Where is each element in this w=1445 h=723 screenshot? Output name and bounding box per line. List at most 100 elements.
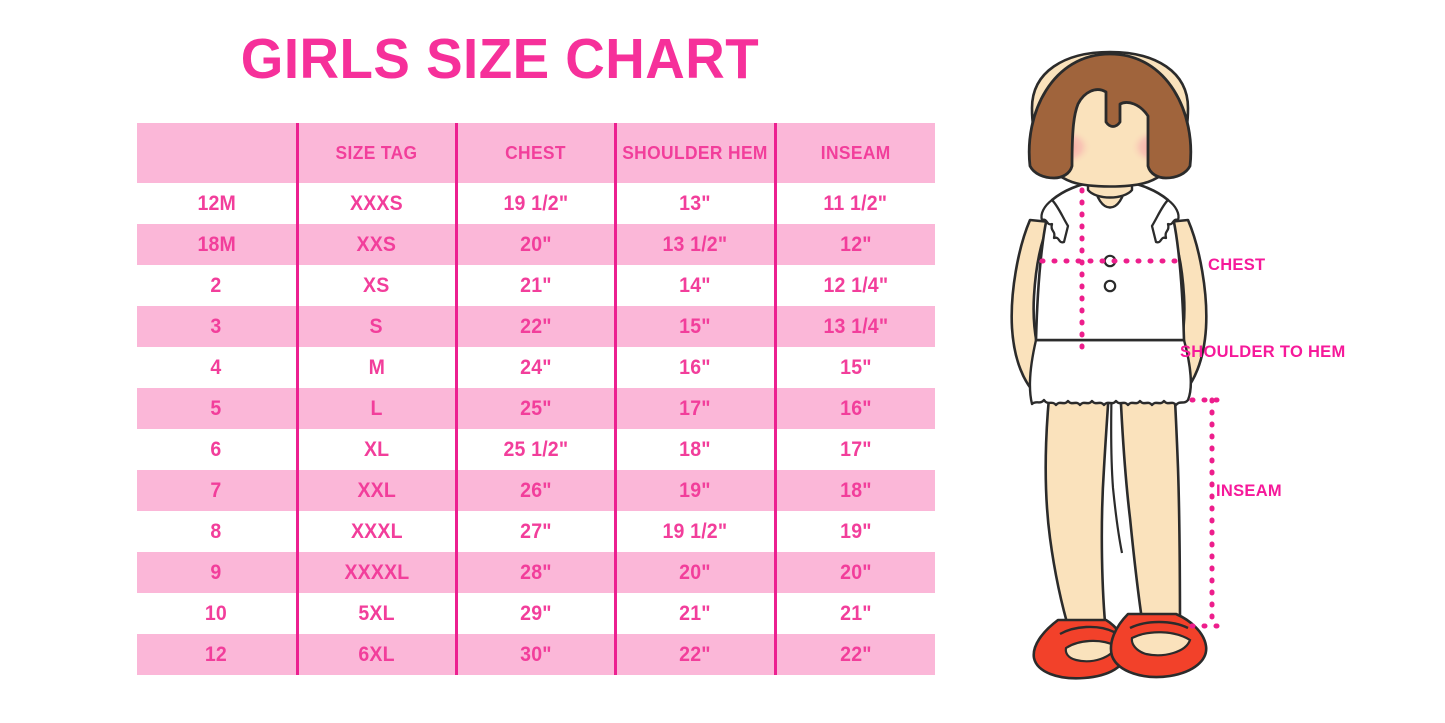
cell-inseam-value: 13 1/4" [823, 314, 889, 338]
cell-shoulder-hem-value: 13" [679, 191, 711, 215]
cell-inseam: 15" [773, 347, 935, 388]
cell-shoulder-hem-value: 20" [679, 560, 711, 584]
cell-chest: 22" [454, 306, 615, 347]
cell-shoulder-hem-value: 14" [679, 273, 711, 297]
column-header-shoulder-hem-label: SHOULDER HEM [622, 142, 768, 163]
cell-inseam: 19" [773, 511, 935, 552]
cell-chest-value: 25" [519, 396, 552, 420]
table-row: 10 5XL 29" 21" 21" [137, 593, 935, 634]
cell-size-tag-value: S [369, 314, 384, 338]
column-header-size [142, 123, 292, 183]
cell-shoulder-hem: 15" [613, 306, 775, 347]
size-chart-table: SIZE TAG CHEST SHOULDER HEM INSEAM 12M X… [137, 123, 935, 675]
cell-inseam-value: 12 1/4" [823, 273, 889, 297]
header-row: SIZE TAG CHEST SHOULDER HEM INSEAM [137, 123, 935, 183]
cell-chest: 29" [454, 593, 615, 634]
girl-figure-illustration: CHEST SHOULDER TO HEM INSEAM [980, 48, 1445, 708]
measurement-lines-group [1039, 187, 1229, 629]
cell-size-tag-value: XS [363, 273, 390, 297]
shoulder-to-hem-measure-label: SHOULDER TO HEM [1180, 343, 1346, 361]
cell-size: 8 [137, 511, 297, 552]
cell-size-tag-value: XL [363, 437, 390, 461]
cell-size: 3 [137, 306, 297, 347]
table-body: 12M XXXS 19 1/2" 13" 11 1/2" 18M XXS 20"… [137, 183, 935, 675]
cell-shoulder-hem: 13" [613, 183, 775, 224]
cell-chest: 28" [454, 552, 615, 593]
cell-size-tag: L [295, 388, 456, 429]
cell-shoulder-hem: 19" [613, 470, 775, 511]
cell-shoulder-hem-value: 22" [679, 642, 711, 666]
cell-size-tag: XXXL [295, 511, 456, 552]
cell-size-value: 6 [210, 437, 222, 461]
cell-inseam: 11 1/2" [773, 183, 935, 224]
cell-size: 6 [137, 429, 297, 470]
cell-size-tag-value: 5XL [358, 601, 395, 625]
cell-size-tag: XXS [295, 224, 456, 265]
cell-size-value: 12M [196, 191, 236, 215]
cell-shoulder-hem-value: 17" [679, 396, 711, 420]
column-header-inseam: INSEAM [778, 123, 931, 183]
cell-chest: 30" [454, 634, 615, 675]
cell-chest-value: 27" [519, 519, 552, 543]
cell-chest: 21" [454, 265, 615, 306]
column-header-chest-label: CHEST [505, 142, 566, 163]
cell-chest: 25 1/2" [454, 429, 615, 470]
cell-chest: 25" [454, 388, 615, 429]
cell-inseam: 22" [773, 634, 935, 675]
cell-chest-value: 26" [519, 478, 552, 502]
column-header-size-tag-label: SIZE TAG [335, 142, 418, 163]
cell-size-value: 4 [210, 355, 222, 379]
cell-size-tag: S [295, 306, 456, 347]
cell-chest-value: 25 1/2" [503, 437, 568, 461]
cell-size-tag-value: M [368, 355, 385, 379]
cell-inseam-value: 15" [839, 355, 872, 379]
right-shoe-strap [1129, 620, 1189, 630]
cell-chest-value: 21" [519, 273, 552, 297]
cell-size-tag-value: XXL [357, 478, 396, 502]
cell-inseam-value: 20" [839, 560, 872, 584]
cell-shoulder-hem: 13 1/2" [613, 224, 775, 265]
cell-shoulder-hem-value: 18" [679, 437, 711, 461]
cell-shoulder-hem: 18" [613, 429, 775, 470]
left-shoe-opening [1064, 639, 1118, 663]
head-group [1027, 50, 1193, 199]
size-chart-table-wrap: SIZE TAG CHEST SHOULDER HEM INSEAM 12M X… [137, 123, 935, 675]
cell-size-value: 2 [210, 273, 222, 297]
cell-chest-value: 19 1/2" [503, 191, 568, 215]
cell-inseam: 12 1/4" [773, 265, 935, 306]
cell-size: 4 [137, 347, 297, 388]
cell-size: 18M [137, 224, 297, 265]
cell-chest: 27" [454, 511, 615, 552]
chest-measure-label: CHEST [1208, 256, 1266, 274]
cell-size: 7 [137, 470, 297, 511]
cell-size: 10 [137, 593, 297, 634]
cell-chest-value: 20" [519, 232, 552, 256]
table-row: 6 XL 25 1/2" 18" 17" [137, 429, 935, 470]
cell-inseam-value: 18" [839, 478, 872, 502]
cell-size: 12M [137, 183, 297, 224]
cell-size: 5 [137, 388, 297, 429]
shoes-group [1032, 612, 1208, 680]
cell-shoulder-hem-value: 16" [679, 355, 711, 379]
cell-inseam-value: 16" [839, 396, 872, 420]
cell-size-value: 7 [210, 478, 222, 502]
cell-shoulder-hem-value: 13 1/2" [662, 232, 728, 256]
cell-inseam-value: 19" [839, 519, 872, 543]
cell-size-value: 9 [210, 560, 222, 584]
cell-inseam: 13 1/4" [773, 306, 935, 347]
column-header-shoulder-hem: SHOULDER HEM [618, 123, 771, 183]
hair-bob [1027, 52, 1193, 180]
left-sleeve-ruffle [1040, 198, 1070, 244]
cell-size-value: 12 [205, 642, 228, 666]
bloomers [1028, 338, 1192, 407]
table-row: 18M XXS 20" 13 1/2" 12" [137, 224, 935, 265]
cell-size: 2 [137, 265, 297, 306]
page-title: GIRLS SIZE CHART [240, 27, 760, 91]
cell-chest: 20" [454, 224, 615, 265]
cell-shoulder-hem-value: 19" [679, 478, 711, 502]
cell-chest-value: 28" [519, 560, 552, 584]
cell-shoulder-hem: 20" [613, 552, 775, 593]
cell-size-tag: XL [295, 429, 456, 470]
cell-size-tag: XS [295, 265, 456, 306]
